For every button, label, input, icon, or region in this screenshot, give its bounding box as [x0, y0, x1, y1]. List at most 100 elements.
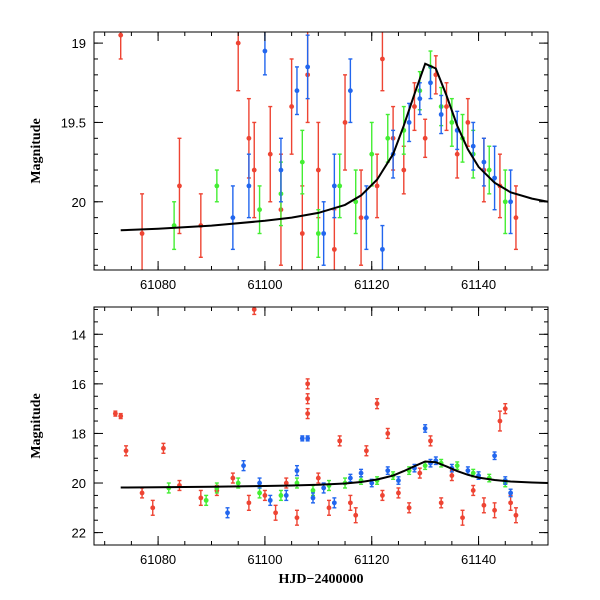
- bottom-green-point: [294, 480, 300, 486]
- bottom-red-point: [492, 507, 497, 513]
- bottom-blue-point: [310, 495, 316, 501]
- bottom-blue-point: [492, 453, 497, 459]
- bottom-blue-point: [257, 480, 262, 486]
- bottom-red-point: [385, 431, 391, 436]
- top-blue-point: [347, 88, 353, 94]
- top-y-tick-label: 19.5: [61, 115, 86, 130]
- bottom-blue-point: [283, 493, 289, 498]
- top-red-point: [358, 215, 364, 221]
- top-blue-point: [481, 159, 487, 165]
- top-red-point: [342, 120, 348, 125]
- top-green-point: [502, 199, 508, 205]
- bottom-red-point: [417, 470, 423, 476]
- bottom-red-point: [438, 500, 444, 506]
- bottom-red-point: [406, 505, 412, 511]
- top-model-curve: [120, 62, 548, 232]
- bottom-red-point: [449, 473, 455, 478]
- bottom-green-point: [470, 470, 476, 476]
- bottom-blue-point: [299, 435, 305, 441]
- bottom-y-axis-title: Magnitude: [29, 393, 44, 458]
- top-red-point: [331, 246, 337, 252]
- top-red-point: [315, 167, 321, 173]
- bottom-red-point: [139, 490, 145, 496]
- bottom-x-tick-label: 61140: [461, 552, 496, 567]
- top-blue-point: [417, 96, 423, 102]
- bottom-red-point: [198, 495, 204, 501]
- top-red-point: [380, 56, 385, 62]
- bottom-red-point: [497, 418, 503, 424]
- bottom-red-point: [326, 505, 332, 511]
- bottom-red-point: [273, 510, 278, 516]
- bottom-red-point: [262, 493, 268, 498]
- top-red-point: [465, 120, 471, 125]
- bottom-red-point: [508, 500, 514, 506]
- top-red-point: [177, 183, 182, 189]
- bottom-red-point: [305, 411, 311, 417]
- bottom-blue-point: [358, 470, 364, 476]
- top-blue-point: [438, 112, 444, 117]
- top-green-point: [299, 159, 305, 165]
- top-red-point: [246, 135, 252, 141]
- bottom-green-point: [235, 480, 241, 486]
- bottom-red-point: [230, 475, 236, 481]
- top-green-point: [486, 167, 492, 173]
- top-green-point: [337, 183, 343, 189]
- bottom-y-tick-label: 22: [72, 526, 86, 541]
- bottom-y-tick-label: 20: [72, 476, 86, 491]
- bottom-model-curve-group: [120, 460, 548, 489]
- bottom-red-point: [246, 500, 252, 506]
- top-green-point: [315, 231, 321, 236]
- top-red-point: [267, 151, 273, 157]
- top-blue-point: [406, 120, 412, 125]
- top-green-point: [214, 183, 220, 189]
- bottom-red-point: [123, 448, 129, 454]
- top-model-curve-group: [120, 62, 548, 232]
- top-green-point: [385, 135, 391, 141]
- top-green-point: [353, 199, 359, 205]
- bottom-green-point: [278, 493, 284, 498]
- bottom-y-tick-label: 14: [72, 327, 86, 342]
- top-red-point: [412, 104, 417, 109]
- bottom-blue-point: [321, 485, 327, 491]
- top-red-point: [401, 167, 407, 173]
- bottom-red-point: [396, 490, 401, 496]
- bottom-y-tick-label: 16: [72, 377, 86, 392]
- top-x-tick-label: 61140: [461, 277, 496, 292]
- top-blue-point: [508, 199, 514, 205]
- bottom-red-point: [374, 401, 380, 407]
- bottom-green-point: [203, 497, 209, 503]
- top-green-point: [257, 207, 262, 213]
- top-blue-point: [380, 246, 385, 252]
- top-x-tick-label: 61100: [247, 277, 282, 292]
- bottom-x-tick-label: 61100: [247, 552, 282, 567]
- bottom-blue-point: [385, 468, 391, 474]
- bottom-blue-point: [347, 475, 353, 481]
- bottom-model-curve: [120, 460, 548, 489]
- bottom-red-point: [353, 512, 359, 518]
- bottom-red-point: [502, 406, 508, 412]
- bottom-blue-point: [267, 497, 273, 503]
- top-axis-ticks: 61080 61100 61120 61140 19 19.5 20: [61, 32, 548, 292]
- top-blue-point: [246, 183, 252, 189]
- top-data-points: [118, 32, 519, 270]
- bottom-red-point: [305, 381, 311, 387]
- bottom-y-tick-label: 18: [72, 426, 86, 441]
- top-blue-point: [278, 167, 284, 173]
- bottom-red-point: [118, 413, 124, 419]
- top-green-point: [369, 151, 375, 157]
- bottom-blue-point: [422, 426, 428, 431]
- top-x-tick-label: 61120: [354, 277, 389, 292]
- top-blue-point: [262, 48, 268, 54]
- bottom-blue-point: [508, 490, 514, 496]
- top-blue-point: [492, 175, 497, 181]
- bottom-data-points: [112, 307, 519, 526]
- top-red-point: [454, 151, 460, 157]
- bottom-red-point: [112, 411, 118, 417]
- top-y-tick-label: 20: [72, 195, 86, 210]
- bottom-red-point: [283, 480, 289, 486]
- bottom-green-point: [422, 463, 428, 469]
- top-x-tick-label: 61080: [140, 277, 176, 292]
- bottom-green-point: [257, 490, 262, 496]
- bottom-red-point: [428, 438, 433, 444]
